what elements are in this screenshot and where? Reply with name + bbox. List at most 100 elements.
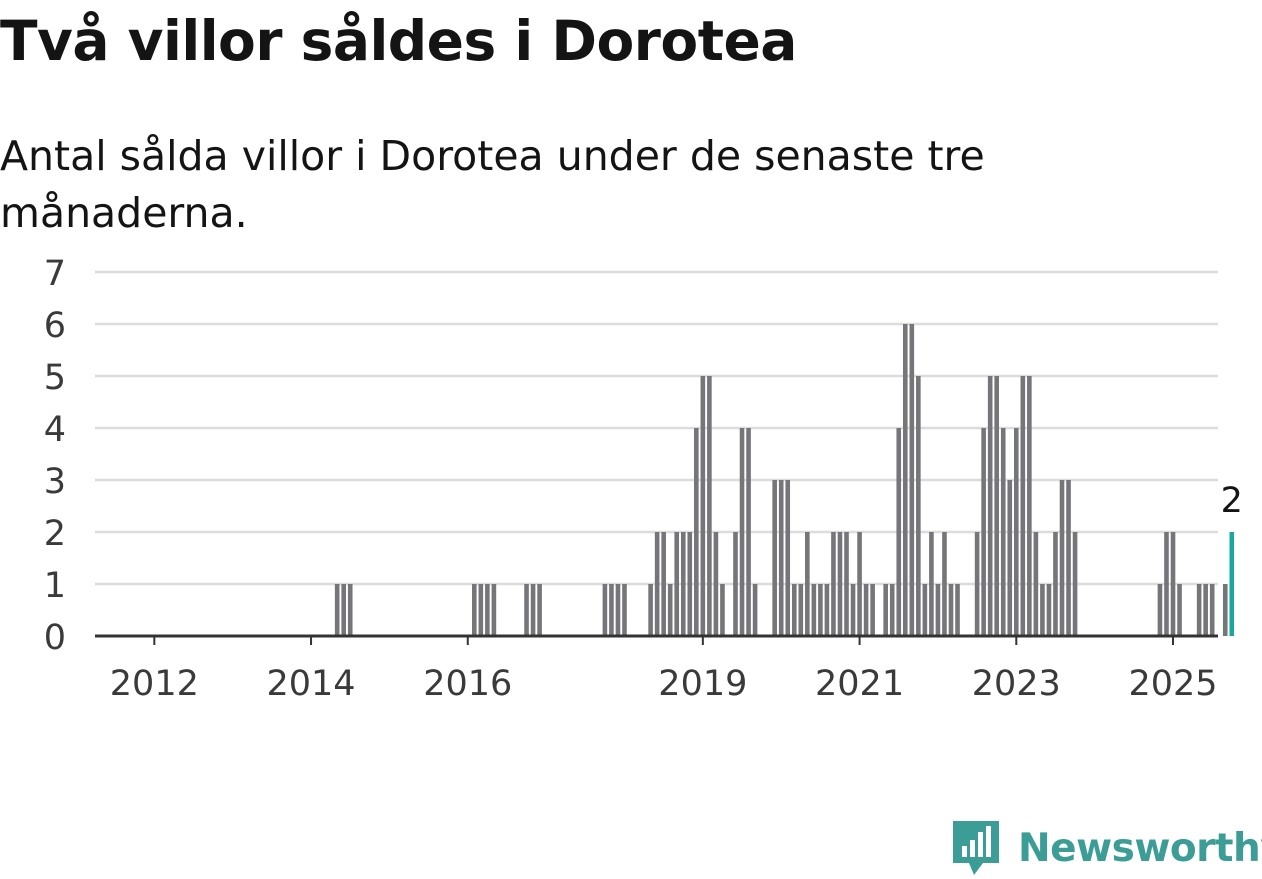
x-tick-label: 2014 xyxy=(267,664,356,704)
bar xyxy=(674,532,680,636)
x-tick-label: 2025 xyxy=(1128,664,1217,704)
bar xyxy=(935,584,941,636)
bar xyxy=(902,324,908,636)
bar xyxy=(1222,584,1228,636)
bar xyxy=(713,532,719,636)
bar xyxy=(733,532,738,636)
bar xyxy=(948,584,954,636)
bar xyxy=(1027,376,1032,636)
last-value-label: 2 xyxy=(1221,481,1243,521)
x-axis-ticks: 2012 2014 2016 2019 2021 2023 2025 xyxy=(110,636,1218,704)
bar xyxy=(824,584,830,636)
bar xyxy=(472,584,477,636)
bar xyxy=(818,584,823,636)
bar xyxy=(844,532,849,636)
bar xyxy=(791,584,797,636)
annotations: 2 xyxy=(1221,481,1243,521)
bar xyxy=(537,584,542,636)
bar xyxy=(602,584,608,636)
bar xyxy=(850,584,856,636)
bar xyxy=(883,584,888,636)
bar xyxy=(909,324,915,636)
bar xyxy=(334,584,340,636)
bar xyxy=(530,584,536,636)
y-tick-label: 0 xyxy=(44,618,66,658)
bar xyxy=(667,584,673,636)
y-tick-label: 7 xyxy=(44,254,66,294)
bar xyxy=(1177,584,1182,636)
chart-title: Två villor såldes i Dorotea xyxy=(0,9,797,73)
bar xyxy=(831,532,836,636)
y-tick-label: 4 xyxy=(44,410,66,450)
bar xyxy=(863,584,869,636)
bar xyxy=(485,584,490,636)
bar xyxy=(916,376,921,636)
bar xyxy=(347,584,353,636)
bars xyxy=(334,324,1235,636)
bar xyxy=(798,584,804,636)
bar xyxy=(837,532,843,636)
bar xyxy=(491,584,497,636)
bar xyxy=(694,428,699,636)
brand-logo: Newsworthy xyxy=(950,818,1262,878)
bar-chart-speech-bubble-icon xyxy=(953,821,999,875)
bar xyxy=(785,480,791,636)
bar xyxy=(687,532,693,636)
bar xyxy=(778,480,784,636)
bar xyxy=(1157,584,1163,636)
bar xyxy=(942,532,947,636)
bar xyxy=(478,584,484,636)
bar xyxy=(1013,428,1019,636)
x-tick-label: 2023 xyxy=(972,664,1061,704)
bar xyxy=(1046,584,1052,636)
bar xyxy=(707,376,712,636)
bar xyxy=(857,532,862,636)
bar xyxy=(805,532,810,636)
bar xyxy=(654,532,660,636)
bar xyxy=(752,584,758,636)
y-tick-label: 3 xyxy=(44,462,66,502)
bar xyxy=(1209,584,1215,636)
x-tick-label: 2016 xyxy=(423,664,512,704)
bar xyxy=(1164,532,1169,636)
bar xyxy=(609,584,614,636)
bar xyxy=(622,584,627,636)
bar xyxy=(1170,532,1176,636)
bar xyxy=(994,376,999,636)
y-tick-label: 2 xyxy=(44,514,66,554)
bar xyxy=(889,584,895,636)
bar xyxy=(341,584,346,636)
bar xyxy=(955,584,960,636)
x-tick-label: 2012 xyxy=(110,664,199,704)
bar xyxy=(1053,532,1058,636)
x-tick-label: 2021 xyxy=(815,664,904,704)
y-tick-label: 6 xyxy=(44,306,66,346)
bar xyxy=(896,428,902,636)
bar xyxy=(870,584,875,636)
bar xyxy=(1203,584,1208,636)
bar xyxy=(987,376,993,636)
bar-chart: 0 1 2 3 4 5 6 7 2012 2014 2016 2019 2021 2023 2025 2 xyxy=(44,254,1243,704)
highlighted-bar xyxy=(1229,532,1235,636)
bar xyxy=(772,480,777,636)
y-tick-label: 5 xyxy=(44,358,66,398)
bar xyxy=(1196,584,1202,636)
x-tick-label: 2019 xyxy=(658,664,747,704)
bar xyxy=(680,532,686,636)
bar xyxy=(1033,532,1039,636)
bar xyxy=(746,428,751,636)
bar xyxy=(981,428,986,636)
bar xyxy=(922,584,928,636)
bar xyxy=(811,584,817,636)
y-axis-ticks: 0 1 2 3 4 5 6 7 xyxy=(44,254,66,658)
bar xyxy=(1040,584,1045,636)
bar xyxy=(615,584,621,636)
bar xyxy=(974,532,980,636)
bar xyxy=(929,532,934,636)
bar xyxy=(1000,428,1006,636)
bar xyxy=(1072,532,1078,636)
bar xyxy=(1066,480,1071,636)
y-tick-label: 1 xyxy=(44,566,66,606)
bar xyxy=(720,584,725,636)
bar xyxy=(524,584,529,636)
